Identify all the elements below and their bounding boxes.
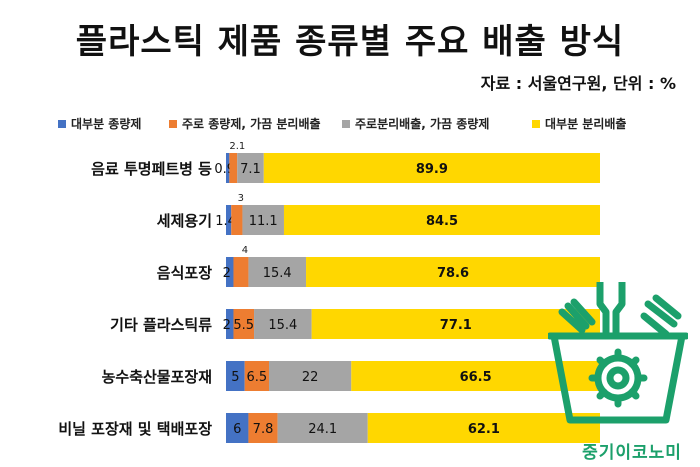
bar-segment bbox=[367, 413, 600, 443]
bar-segment bbox=[226, 413, 249, 443]
stacked-bar-chart: 대부분 종량제 주로 종량제, 가끔 분리배출 주로분리배출, 가끔 종량제 대부분 … bbox=[58, 116, 626, 443]
data-label: 15.4 bbox=[263, 266, 292, 281]
data-label: 77.1 bbox=[440, 318, 472, 333]
data-label: 2 bbox=[223, 318, 231, 333]
data-label: 24.1 bbox=[308, 422, 337, 437]
data-label: 15.4 bbox=[268, 318, 297, 333]
data-label: 3 bbox=[238, 193, 244, 204]
bar-segment bbox=[226, 257, 234, 287]
bar-segment bbox=[237, 153, 264, 183]
bar-segment bbox=[254, 309, 312, 339]
data-label: 2 bbox=[223, 266, 231, 281]
legend-swatch bbox=[169, 120, 177, 128]
data-label: 66.5 bbox=[460, 370, 492, 385]
data-label: 2.1 bbox=[229, 141, 245, 152]
bar-segment bbox=[269, 361, 352, 391]
data-label: 6 bbox=[233, 422, 241, 437]
bar-segment bbox=[229, 153, 238, 183]
bar-segment bbox=[226, 153, 230, 183]
bar-segment bbox=[226, 205, 232, 235]
bar-segment bbox=[283, 205, 600, 235]
data-label: 22 bbox=[302, 370, 319, 385]
bar-segment bbox=[306, 257, 600, 287]
data-label: 84.5 bbox=[426, 214, 458, 229]
legend-swatch bbox=[342, 120, 350, 128]
bar-segment bbox=[233, 309, 255, 339]
legend-label: 대부분 종량제 bbox=[71, 117, 141, 131]
data-label: 62.1 bbox=[468, 422, 500, 437]
recycle-bin-logo-icon bbox=[548, 282, 688, 424]
data-label: 5.5 bbox=[233, 318, 254, 333]
brand-logo-text: 중기이코노미 bbox=[582, 443, 682, 463]
legend-label: 주로 종량제, 가끔 분리배출 bbox=[182, 116, 321, 131]
category-label: 기타 플라스틱류 bbox=[110, 316, 212, 334]
bar-segment bbox=[233, 257, 249, 287]
legend-label: 대부분 분리배출 bbox=[545, 116, 626, 131]
data-label: 7.8 bbox=[253, 422, 274, 437]
bar-segment bbox=[263, 153, 600, 183]
legend-swatch bbox=[58, 120, 66, 128]
legend-swatch bbox=[532, 120, 540, 128]
bar-segment bbox=[231, 205, 243, 235]
bar-segment bbox=[226, 361, 245, 391]
chart-title: 플라스틱 제품 종류별 주요 배출 방식 bbox=[75, 22, 625, 62]
bar-segment bbox=[248, 257, 307, 287]
data-label: 6.5 bbox=[247, 370, 268, 385]
category-label: 비닐 포장재 및 택배포장 bbox=[58, 420, 212, 438]
data-label: 78.6 bbox=[437, 266, 469, 281]
data-label: 11.1 bbox=[249, 214, 278, 229]
category-label: 음료 투명페트병 등 bbox=[91, 160, 212, 178]
category-label: 세제용기 bbox=[157, 212, 212, 230]
source-note: 자료 : 서울연구원, 단위 : % bbox=[480, 74, 676, 93]
bar-segment bbox=[226, 309, 234, 339]
category-label: 음식포장 bbox=[157, 264, 212, 282]
data-label: 89.9 bbox=[416, 162, 448, 177]
category-label: 농수축산물포장재 bbox=[102, 368, 212, 386]
bar-segment bbox=[244, 361, 270, 391]
data-label: 5 bbox=[231, 370, 239, 385]
bar-segment bbox=[277, 413, 368, 443]
data-label: 4 bbox=[242, 245, 248, 256]
bar-segment bbox=[248, 413, 278, 443]
data-label: 1.4 bbox=[215, 214, 236, 229]
data-label: 7.1 bbox=[240, 162, 261, 177]
bar-segment bbox=[242, 205, 284, 235]
legend-label: 주로분리배출, 가끔 종량제 bbox=[355, 116, 489, 131]
